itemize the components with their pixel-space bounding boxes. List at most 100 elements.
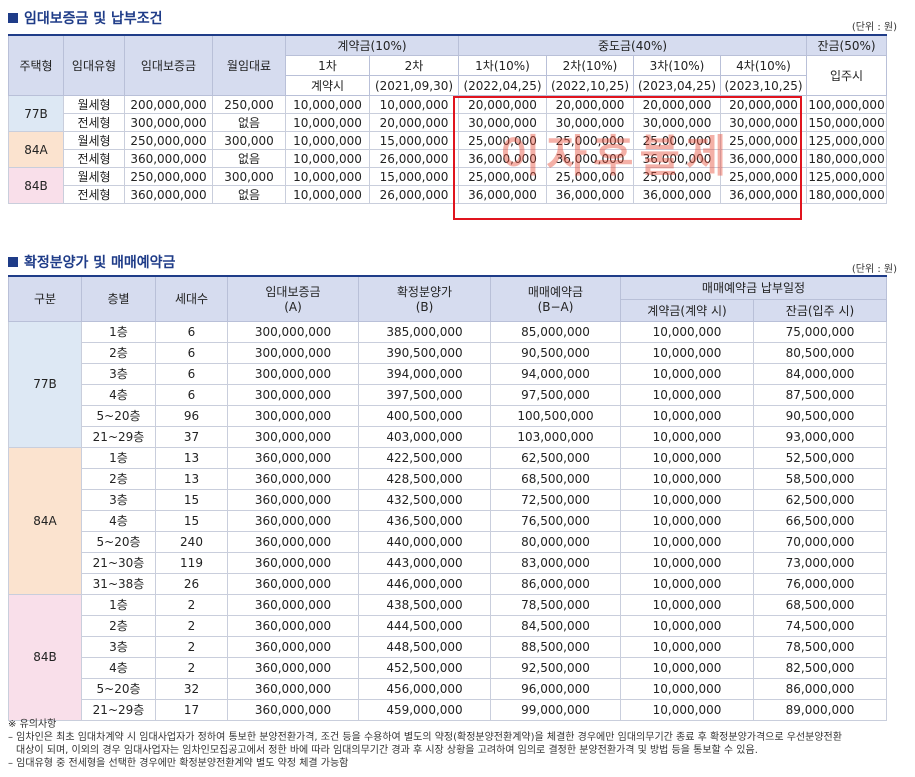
section-bullet <box>8 257 18 267</box>
header-m1-sub: (2022,04,25) <box>458 75 547 96</box>
cell-reserve: 92,500,000 <box>490 656 621 679</box>
cell-reserve: 86,000,000 <box>490 572 621 595</box>
cell-units: 96 <box>155 404 228 427</box>
cell-m1: 25,000,000 <box>458 131 547 150</box>
cell-rent: 전세형 <box>63 149 125 168</box>
cell-rent: 월세형 <box>63 131 125 150</box>
unit-type-cell: 77B <box>8 95 64 132</box>
cell-balance: 73,000,000 <box>753 551 887 574</box>
cell-deposit: 360,000,000 <box>227 467 359 490</box>
header-c2-sub: (2021,09,30) <box>369 75 459 96</box>
cell-bal: 150,000,000 <box>806 113 888 132</box>
cell-price: 403,000,000 <box>358 425 491 448</box>
table-row: 21~29층 17 360,000,000 459,000,000 99,000,000… <box>9 698 887 721</box>
table-row: 5~20층 96 300,000,000 400,500,000 100,500,000… <box>9 404 887 427</box>
header-price-b: 확정분양가 (B) <box>358 275 491 322</box>
cell-reserve: 76,500,000 <box>490 509 621 532</box>
header-floor: 층별 <box>81 275 156 322</box>
cell-reserve: 90,500,000 <box>490 341 621 364</box>
cell-units: 2 <box>155 656 228 679</box>
table-row: 84A 월세형 250,000,000 300,000 10,000,000 15,000… <box>8 131 888 168</box>
unit-type-cell: 84B <box>8 167 64 204</box>
cell-price: 400,500,000 <box>358 404 491 427</box>
section2-title: 확정분양가 및 매매예약금 <box>8 252 175 272</box>
cell-price: 452,500,000 <box>358 656 491 679</box>
cell-floor: 21~30층 <box>81 551 156 574</box>
cell-m2: 25,000,000 <box>546 167 634 186</box>
cell-balance: 90,500,000 <box>753 404 887 427</box>
cell-c2: 15,000,000 <box>369 167 459 186</box>
cell-balance: 89,000,000 <box>753 698 887 721</box>
table-row: 77B 1층 6 300,000,000 385,000,000 85,000,000 10… <box>8 320 887 448</box>
cell-price: 444,500,000 <box>358 614 491 637</box>
cell-rent: 전세형 <box>63 185 125 204</box>
cell-units: 37 <box>155 425 228 448</box>
cell-bal: 100,000,000 <box>806 95 888 114</box>
cell-units: 17 <box>155 698 228 721</box>
cell-units: 6 <box>155 383 228 406</box>
header-contract-payment: 계약금(계약 시) <box>620 298 754 322</box>
cell-m4: 36,000,000 <box>719 185 808 204</box>
table-row: 2층 2 360,000,000 444,500,000 84,500,000 10,00… <box>9 614 887 637</box>
cell-c2: 20,000,000 <box>369 113 459 132</box>
cell-units: 6 <box>155 341 228 364</box>
header-m2: 2차(10%) <box>546 55 634 76</box>
cell-floor: 3층 <box>81 488 156 511</box>
cell-monthly: 250,000 <box>212 95 286 114</box>
cell-contract: 10,000,000 <box>620 341 754 364</box>
table-row: 77B 월세형 200,000,000 250,000 10,000,000 10,000… <box>8 95 888 132</box>
cell-price: 394,000,000 <box>358 362 491 385</box>
cell-balance: 78,500,000 <box>753 635 887 658</box>
header-m1: 1차(10%) <box>458 55 547 76</box>
cell-price: 440,000,000 <box>358 530 491 553</box>
cell-floor: 4층 <box>81 656 156 679</box>
cell-deposit: 360,000,000 <box>227 614 359 637</box>
cell-contract: 10,000,000 <box>620 488 754 511</box>
header-unit-type: 주택형 <box>8 34 64 96</box>
cell-reserve: 72,500,000 <box>490 488 621 511</box>
cell-m3: 36,000,000 <box>633 149 721 168</box>
cell-price: 443,000,000 <box>358 551 491 574</box>
cell-reserve: 103,000,000 <box>490 425 621 448</box>
cell-m1: 30,000,000 <box>458 113 547 132</box>
cell-reserve: 88,500,000 <box>490 635 621 658</box>
header-c1: 1차 <box>285 55 370 76</box>
table-row: 31~38층 26 360,000,000 446,000,000 86,000,000… <box>9 572 887 595</box>
table-row: 21~29층 37 300,000,000 403,000,000 103,000,00… <box>9 425 887 448</box>
table-row: 84A 1층 13 360,000,000 422,500,000 62,500,000 1… <box>8 446 887 595</box>
cell-balance: 68,500,000 <box>753 593 887 616</box>
cell-balance: 66,500,000 <box>753 509 887 532</box>
section1-unit: (단위 : 원) <box>851 22 897 33</box>
cell-reserve: 94,000,000 <box>490 362 621 385</box>
cell-floor: 3층 <box>81 362 156 385</box>
header-c2: 2차 <box>369 55 459 76</box>
cell-deposit: 360,000,000 <box>227 530 359 553</box>
cell-floor: 1층 <box>81 320 156 343</box>
table-row: 2층 13 360,000,000 428,500,000 68,500,000 10,0… <box>9 467 887 490</box>
cell-c1: 10,000,000 <box>285 113 370 132</box>
cell-m3: 36,000,000 <box>633 185 721 204</box>
cell-deposit: 300,000,000 <box>124 113 213 132</box>
header-balance-sub: 입주시 <box>806 55 888 96</box>
cell-rent: 월세형 <box>63 167 125 186</box>
header-rent-type: 임대유형 <box>63 34 125 96</box>
cell-m3: 25,000,000 <box>633 167 721 186</box>
cell-contract: 10,000,000 <box>620 362 754 385</box>
notes-heading: ※ 유의사항 <box>8 719 57 730</box>
cell-reserve: 85,000,000 <box>490 320 621 343</box>
payment-terms-table: 주택형 임대유형 임대보증금 월임대료 계약금(10%) 중도금(40%) 잔금… <box>8 34 888 204</box>
cell-contract: 10,000,000 <box>620 698 754 721</box>
cell-deposit: 360,000,000 <box>227 698 359 721</box>
cell-price: 390,500,000 <box>358 341 491 364</box>
header-contract: 계약금(10%) <box>285 34 459 56</box>
cell-units: 6 <box>155 320 228 343</box>
cell-contract: 10,000,000 <box>620 509 754 532</box>
cell-units: 2 <box>155 614 228 637</box>
cell-deposit: 360,000,000 <box>227 509 359 532</box>
cell-m1: 20,000,000 <box>458 95 547 114</box>
header-balance-payment: 잔금(입주 시) <box>753 298 887 322</box>
cell-deposit: 360,000,000 <box>124 149 213 168</box>
cell-floor: 2층 <box>81 467 156 490</box>
cell-contract: 10,000,000 <box>620 383 754 406</box>
cell-c1: 10,000,000 <box>285 95 370 114</box>
